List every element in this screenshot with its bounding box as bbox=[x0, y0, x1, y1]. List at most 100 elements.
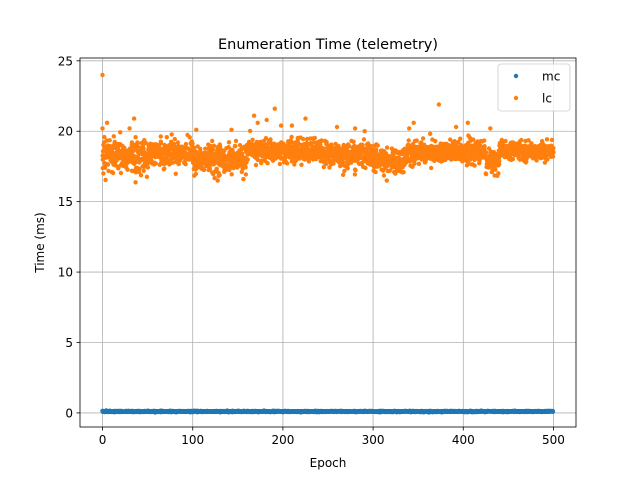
lc-point bbox=[247, 128, 253, 134]
lc-point bbox=[289, 134, 294, 140]
lc-point bbox=[499, 142, 505, 147]
lc-point bbox=[471, 137, 476, 142]
lc-point bbox=[172, 136, 177, 142]
mc-point bbox=[235, 408, 240, 413]
x-tick-label: 500 bbox=[542, 433, 565, 447]
lc-point bbox=[110, 170, 116, 176]
lc-point bbox=[483, 171, 488, 176]
legend-label: lc bbox=[542, 92, 552, 106]
lc-point bbox=[118, 130, 123, 135]
lc-point bbox=[488, 126, 493, 131]
lc-point bbox=[102, 134, 107, 140]
lc-point bbox=[321, 164, 326, 170]
legend-marker bbox=[513, 95, 519, 101]
series-mc bbox=[100, 408, 555, 415]
lc-point bbox=[341, 172, 346, 177]
lc-point bbox=[404, 154, 409, 159]
lc-point bbox=[338, 163, 343, 169]
lc-point bbox=[278, 154, 283, 160]
lc-point bbox=[368, 143, 373, 149]
lc-point bbox=[189, 139, 195, 144]
lc-point bbox=[105, 162, 111, 167]
lc-point bbox=[277, 161, 283, 167]
lc-point bbox=[452, 139, 457, 144]
lc-point bbox=[510, 156, 516, 162]
lc-point bbox=[303, 116, 308, 121]
lc-point bbox=[340, 158, 345, 163]
lc-point bbox=[420, 136, 426, 141]
lc-point bbox=[263, 136, 269, 141]
lc-point bbox=[138, 173, 144, 178]
lc-point bbox=[265, 161, 270, 166]
lc-point bbox=[233, 138, 239, 144]
lc-point bbox=[183, 162, 188, 167]
lc-point bbox=[346, 144, 352, 149]
lc-point bbox=[226, 140, 232, 145]
mc-point bbox=[550, 409, 555, 414]
lc-point bbox=[299, 162, 304, 167]
lc-point bbox=[100, 126, 105, 131]
y-axis-label: Time (ms) bbox=[33, 212, 47, 274]
lc-point bbox=[424, 157, 429, 162]
lc-point bbox=[551, 145, 556, 151]
lc-point bbox=[484, 150, 489, 155]
lc-point bbox=[534, 158, 539, 163]
x-tick-label: 100 bbox=[181, 433, 204, 447]
lc-point bbox=[187, 135, 192, 140]
x-axis-label: Epoch bbox=[310, 456, 347, 470]
lc-point bbox=[255, 120, 260, 126]
lc-point bbox=[217, 172, 222, 178]
lc-point bbox=[360, 142, 365, 148]
lc-point bbox=[173, 171, 178, 176]
lc-point bbox=[363, 165, 368, 171]
lc-point bbox=[162, 161, 167, 166]
lc-point bbox=[351, 139, 356, 144]
lc-point bbox=[251, 113, 257, 118]
lc-point bbox=[318, 158, 323, 164]
lc-point bbox=[103, 177, 108, 183]
lc-point bbox=[191, 145, 197, 150]
lc-point bbox=[453, 124, 459, 130]
lc-point bbox=[289, 159, 294, 164]
lc-point bbox=[362, 129, 367, 134]
lc-point bbox=[384, 178, 389, 183]
lc-point bbox=[162, 166, 167, 171]
lc-point bbox=[472, 163, 477, 168]
lc-point bbox=[414, 138, 419, 143]
lc-point bbox=[387, 168, 392, 173]
lc-point bbox=[278, 123, 284, 128]
lc-point bbox=[237, 143, 243, 148]
mc-point bbox=[512, 408, 517, 413]
lc-point bbox=[212, 175, 217, 181]
lc-point bbox=[384, 145, 390, 150]
lc-point bbox=[135, 140, 140, 146]
lc-point bbox=[381, 173, 387, 178]
lc-point bbox=[158, 139, 163, 144]
lc-point bbox=[268, 137, 273, 142]
x-tick-label: 0 bbox=[99, 433, 107, 447]
grid bbox=[80, 58, 576, 427]
lc-point bbox=[460, 159, 465, 164]
lc-point bbox=[549, 137, 555, 143]
lc-point bbox=[408, 158, 413, 163]
lc-point bbox=[301, 136, 306, 142]
lc-point bbox=[135, 144, 141, 149]
lc-point bbox=[245, 157, 250, 163]
lc-point bbox=[131, 116, 137, 121]
lc-point bbox=[334, 124, 340, 130]
lc-point bbox=[241, 176, 246, 182]
lc-point bbox=[496, 161, 501, 166]
lc-point bbox=[482, 144, 487, 150]
lc-point bbox=[211, 143, 217, 148]
data-points bbox=[100, 72, 556, 415]
lc-point bbox=[255, 157, 261, 163]
mc-point bbox=[276, 408, 281, 413]
lc-point bbox=[215, 178, 220, 183]
lc-point bbox=[492, 167, 498, 172]
lc-point bbox=[100, 72, 105, 78]
lc-point bbox=[170, 160, 176, 165]
lc-point bbox=[229, 172, 234, 177]
lc-point bbox=[361, 137, 367, 142]
